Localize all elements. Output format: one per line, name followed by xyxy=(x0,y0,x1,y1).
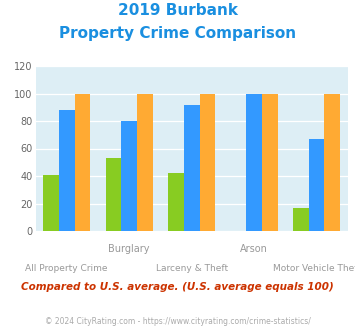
Text: Compared to U.S. average. (U.S. average equals 100): Compared to U.S. average. (U.S. average … xyxy=(21,282,334,292)
Bar xyxy=(184,105,200,231)
Bar xyxy=(43,175,59,231)
Bar xyxy=(59,110,75,231)
Bar xyxy=(106,158,121,231)
Bar xyxy=(137,93,153,231)
Text: Property Crime Comparison: Property Crime Comparison xyxy=(59,26,296,41)
Text: Larceny & Theft: Larceny & Theft xyxy=(155,264,228,273)
Text: All Property Crime: All Property Crime xyxy=(26,264,108,273)
Text: Burglary: Burglary xyxy=(109,244,150,254)
Bar xyxy=(309,139,324,231)
Text: Motor Vehicle Theft: Motor Vehicle Theft xyxy=(273,264,355,273)
Bar xyxy=(121,121,137,231)
Bar xyxy=(75,93,90,231)
Bar xyxy=(200,93,215,231)
Bar xyxy=(246,93,262,231)
Text: Arson: Arson xyxy=(240,244,268,254)
Text: © 2024 CityRating.com - https://www.cityrating.com/crime-statistics/: © 2024 CityRating.com - https://www.city… xyxy=(45,317,310,326)
Text: 2019 Burbank: 2019 Burbank xyxy=(118,3,237,18)
Bar xyxy=(324,93,340,231)
Bar xyxy=(262,93,278,231)
Bar xyxy=(168,173,184,231)
Bar xyxy=(293,208,309,231)
